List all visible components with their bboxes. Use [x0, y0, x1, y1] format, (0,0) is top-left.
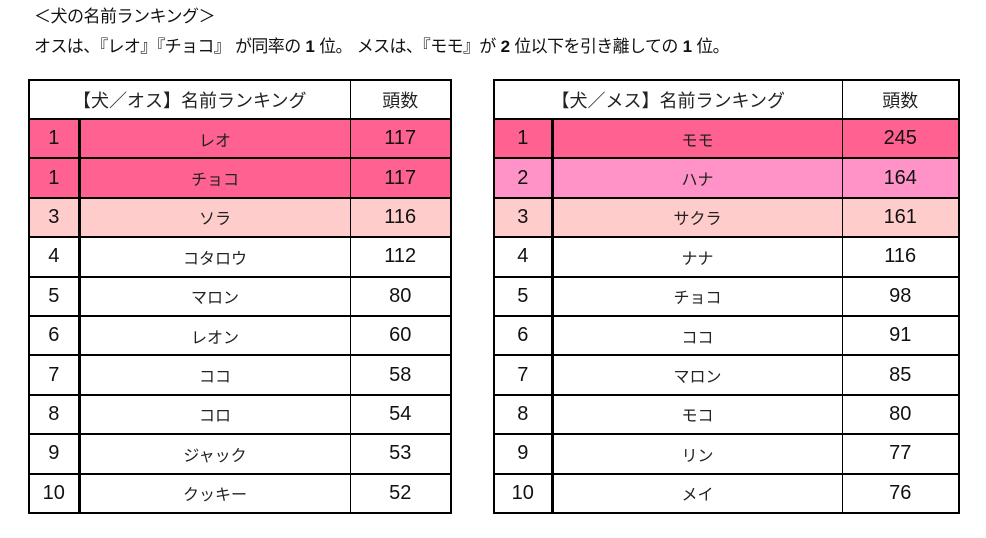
header-count: 頭数: [349, 80, 451, 119]
count-cell: 117: [350, 117, 451, 159]
name-cell: クッキー: [79, 472, 351, 513]
count-cell: 54: [350, 393, 451, 435]
count-cell: 98: [842, 275, 959, 316]
summary-number: 2: [500, 37, 510, 56]
table-header: 【犬／オス】名前ランキング 頭数: [29, 80, 451, 119]
name-cell: ハナ: [552, 157, 843, 198]
rank-cell: 3: [29, 196, 81, 238]
summary-part: 位。 メスは、『モモ』が: [314, 37, 501, 57]
count-cell: 161: [842, 196, 959, 238]
rank-cell: 4: [29, 236, 81, 277]
name-cell: モモ: [552, 117, 843, 159]
count-cell: 245: [842, 117, 959, 159]
name-cell: レオ: [79, 117, 351, 159]
table-row: 1 レオ 117: [29, 117, 451, 159]
name-cell: ジャック: [79, 433, 351, 474]
rank-cell: 1: [29, 117, 81, 159]
count-cell: 85: [842, 354, 959, 395]
rank-cell: 10: [494, 472, 554, 513]
count-cell: 116: [350, 196, 451, 238]
name-cell: コロ: [79, 393, 351, 435]
table-row: 7 マロン 85: [494, 354, 959, 395]
rank-cell: 1: [494, 117, 554, 159]
rank-cell: 8: [494, 393, 554, 435]
count-cell: 58: [350, 354, 451, 395]
rank-cell: 3: [494, 196, 554, 238]
table-row: 10 クッキー 52: [29, 472, 451, 513]
table-row: 3 ソラ 116: [29, 196, 451, 238]
rank-cell: 9: [494, 433, 554, 474]
rank-cell: 4: [494, 236, 554, 277]
table-row: 8 モコ 80: [494, 393, 959, 435]
name-cell: ソラ: [79, 196, 351, 238]
count-cell: 116: [842, 236, 959, 277]
name-cell: ココ: [79, 354, 351, 395]
count-cell: 53: [350, 433, 451, 474]
header-count: 頭数: [841, 80, 959, 119]
table-row: 9 リン 77: [494, 433, 959, 474]
summary-part: 位。: [691, 37, 730, 57]
name-cell: ココ: [552, 314, 843, 356]
table-row: 1 チョコ 117: [29, 157, 451, 198]
summary-part: オスは、『レオ』『チョコ』 が同率の: [34, 37, 306, 57]
name-cell: ナナ: [552, 236, 843, 277]
count-cell: 164: [842, 157, 959, 198]
rank-cell: 5: [494, 275, 554, 316]
rank-cell: 7: [494, 354, 554, 395]
rank-cell: 2: [494, 157, 554, 198]
table-row: 5 チョコ 98: [494, 275, 959, 316]
table-row: 3 サクラ 161: [494, 196, 959, 238]
table-row: 7 ココ 58: [29, 354, 451, 395]
rank-cell: 7: [29, 354, 81, 395]
name-cell: マロン: [79, 275, 351, 316]
count-cell: 80: [842, 393, 959, 435]
name-cell: コタロウ: [79, 236, 351, 277]
header-name: 【犬／オス】名前ランキング: [29, 80, 350, 119]
name-cell: レオン: [79, 314, 351, 356]
header-name: 【犬／メス】名前ランキング: [494, 80, 842, 119]
table-row: 6 ココ 91: [494, 314, 959, 356]
rank-cell: 6: [494, 314, 554, 356]
table-row: 4 ナナ 116: [494, 236, 959, 277]
count-cell: 91: [842, 314, 959, 356]
name-cell: モコ: [552, 393, 843, 435]
count-cell: 77: [842, 433, 959, 474]
count-cell: 60: [350, 314, 451, 356]
rank-cell: 6: [29, 314, 81, 356]
rank-cell: 9: [29, 433, 81, 474]
table-row: 6 レオン 60: [29, 314, 451, 356]
name-cell: メイ: [552, 472, 843, 513]
rank-cell: 8: [29, 393, 81, 435]
table-header: 【犬／メス】名前ランキング 頭数: [494, 80, 959, 119]
summary-number: 1: [682, 37, 692, 56]
table-row: 10 メイ 76: [494, 472, 959, 513]
count-cell: 80: [350, 275, 451, 316]
table-row: 1 モモ 245: [494, 117, 959, 159]
rank-cell: 1: [29, 157, 81, 198]
table-row: 4 コタロウ 112: [29, 236, 451, 277]
name-cell: リン: [552, 433, 843, 474]
name-cell: サクラ: [552, 196, 843, 238]
summary-part: 位以下を引き離しての: [509, 37, 683, 57]
page-title: ＜犬の名前ランキング＞: [34, 7, 216, 27]
table-row: 5 マロン 80: [29, 275, 451, 316]
name-cell: チョコ: [79, 157, 351, 198]
summary-number: 1: [305, 37, 315, 56]
name-cell: マロン: [552, 354, 843, 395]
count-cell: 52: [350, 472, 451, 513]
count-cell: 117: [350, 157, 451, 198]
table-row: 9 ジャック 53: [29, 433, 451, 474]
count-cell: 112: [350, 236, 451, 277]
rank-cell: 5: [29, 275, 81, 316]
table-row: 8 コロ 54: [29, 393, 451, 435]
table-row: 2 ハナ 164: [494, 157, 959, 198]
rank-cell: 10: [29, 472, 81, 513]
summary-text: オスは、『レオ』『チョコ』 が同率の 1 位。 メスは、『モモ』が 2 位以下を…: [34, 36, 730, 58]
name-cell: チョコ: [552, 275, 843, 316]
male-ranking-table: 【犬／オス】名前ランキング 頭数 1 レオ 117 1 チョコ 117 3 ソラ 116 4…: [28, 79, 452, 514]
count-cell: 76: [842, 472, 959, 513]
female-ranking-table: 【犬／メス】名前ランキング 頭数 1 モモ 245 2 ハナ 164 3 サクラ 161 4…: [493, 79, 960, 514]
